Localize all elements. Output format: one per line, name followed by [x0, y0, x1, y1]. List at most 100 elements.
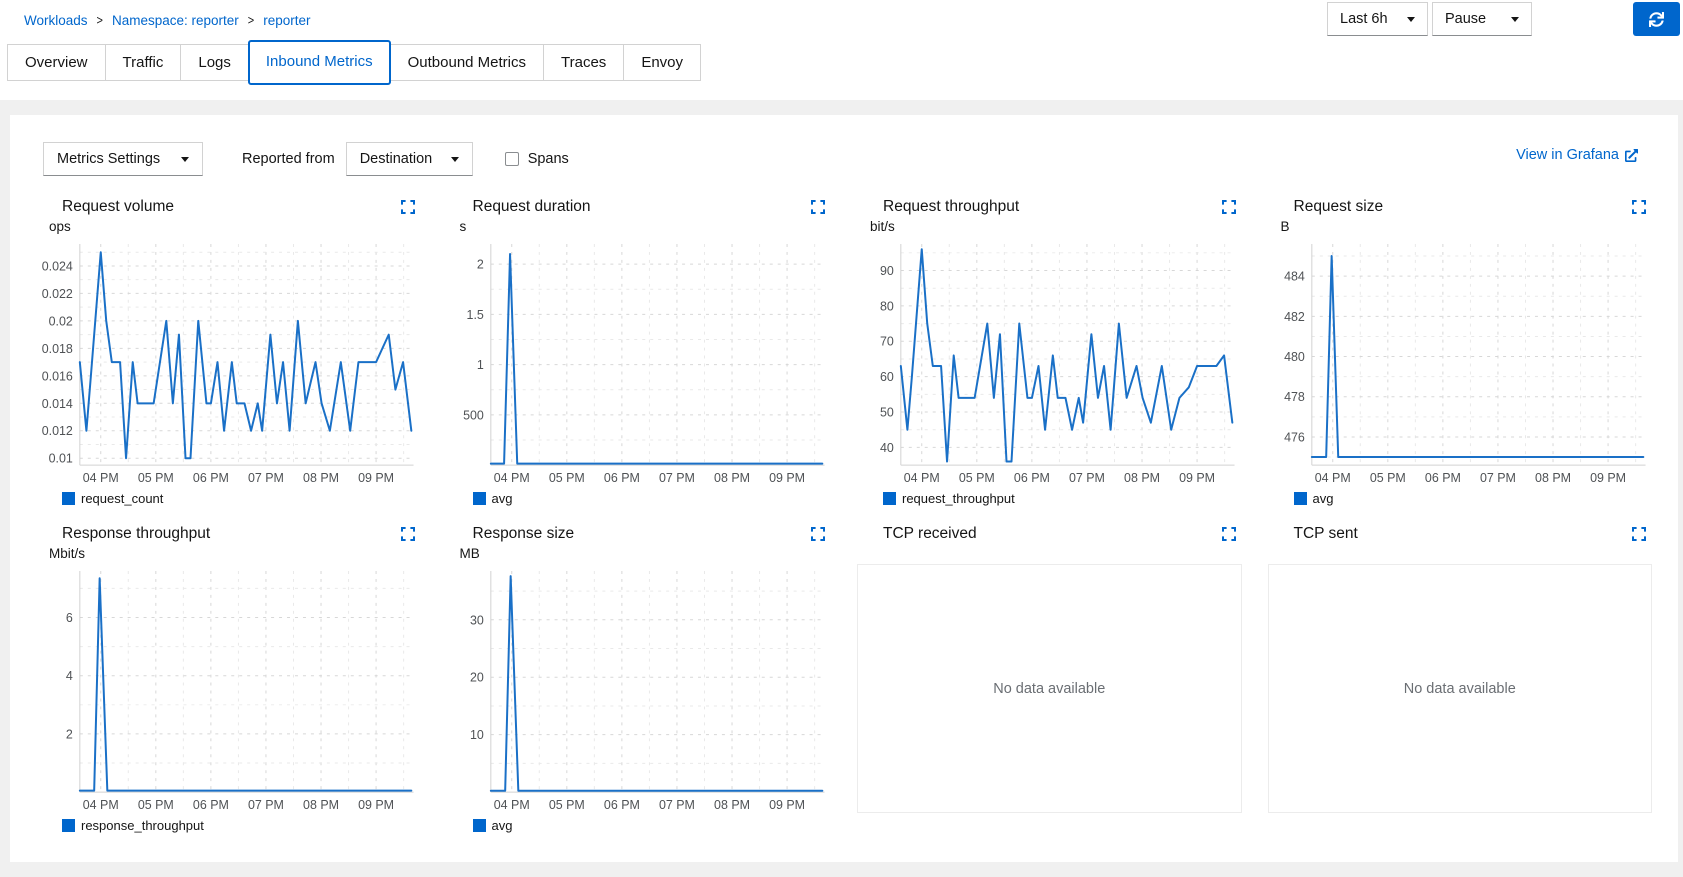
svg-text:09 PM: 09 PM [769, 471, 805, 485]
svg-text:07 PM: 07 PM [1479, 471, 1515, 485]
sync-icon [1649, 11, 1664, 27]
svg-text:04 PM: 04 PM [83, 798, 119, 812]
spans-checkbox[interactable] [504, 152, 519, 166]
svg-text:10: 10 [470, 728, 484, 742]
view-in-grafana-link[interactable]: View in Grafana [1516, 147, 1638, 163]
legend-label: avg [491, 491, 513, 507]
svg-text:4: 4 [66, 669, 73, 683]
metrics-card: Metrics Settings Reported from Destinati… [10, 115, 1678, 862]
svg-text:04 PM: 04 PM [904, 471, 940, 485]
breadcrumb-link-2[interactable]: Namespace: reporter [111, 13, 239, 28]
svg-text:500: 500 [463, 408, 484, 422]
chart-legend: avg [1293, 491, 1653, 507]
legend-label: avg [1312, 491, 1334, 507]
svg-text:07 PM: 07 PM [1069, 471, 1105, 485]
refresh-interval-dropdown[interactable]: Pause [1432, 2, 1532, 36]
expand-button[interactable] [811, 200, 825, 214]
charts-grid: Request volume ops 0.01 0.012 0.014 0.016 0.01… [10, 194, 1678, 833]
svg-text:04 PM: 04 PM [493, 471, 529, 485]
chart-title: Request throughput [883, 198, 1020, 215]
chart-title: Request volume [62, 198, 175, 215]
metrics-settings-label: Metrics Settings [57, 151, 161, 167]
svg-text:07 PM: 07 PM [658, 798, 694, 812]
time-range-value: Last 6h [1340, 11, 1388, 27]
chart-plot: 40 50 60 70 80 90 04 PM 05 PM 06 PM 07 PM 08 PM 09 … [880, 243, 1235, 485]
page-header: Workloads > Namespace: reporter > reporter L… [0, 0, 1683, 100]
chart-title: Request size [1293, 198, 1384, 215]
svg-text:30: 30 [470, 613, 484, 627]
tab-inbound-metrics[interactable]: Inbound Metrics [247, 40, 391, 85]
refresh-button[interactable] [1633, 2, 1680, 36]
content-background: Metrics Settings Reported from Destinati… [0, 100, 1683, 862]
caret-down-icon [181, 156, 189, 162]
tab-traffic[interactable]: Traffic [104, 44, 182, 81]
svg-text:40: 40 [880, 441, 894, 455]
svg-text:0.024: 0.024 [42, 259, 73, 273]
legend-swatch [1293, 492, 1307, 506]
chart-legend: response_throughput [62, 818, 421, 833]
metrics-settings-dropdown[interactable]: Metrics Settings [43, 142, 203, 176]
svg-text:08 PM: 08 PM [1535, 471, 1571, 485]
tab-envoy[interactable]: Envoy [623, 44, 702, 81]
svg-text:482: 482 [1284, 310, 1305, 324]
svg-text:04 PM: 04 PM [83, 471, 119, 485]
svg-text:09 PM: 09 PM [1590, 471, 1626, 485]
breadcrumb-link-3[interactable]: reporter [263, 13, 311, 28]
expand-icon [400, 527, 415, 542]
svg-text:60: 60 [880, 370, 894, 384]
expand-button[interactable] [1221, 200, 1236, 214]
svg-text:06 PM: 06 PM [193, 471, 229, 485]
svg-text:08 PM: 08 PM [303, 471, 339, 485]
view-in-grafana-label: View in Grafana [1516, 147, 1619, 163]
expand-button[interactable] [1221, 527, 1236, 542]
chart-legend: avg [472, 491, 832, 507]
svg-text:0.018: 0.018 [42, 342, 73, 356]
svg-text:478: 478 [1284, 390, 1305, 404]
legend-swatch [883, 492, 896, 506]
expand-button[interactable] [400, 527, 415, 542]
chart-card-tcp-received: TCP received No data available [857, 523, 1242, 833]
caret-down-icon [1511, 16, 1519, 22]
chart-legend: avg [472, 818, 832, 834]
chart-legend: request_throughput [883, 491, 1242, 506]
expand-button[interactable] [1632, 200, 1646, 214]
svg-text:05 PM: 05 PM [138, 798, 174, 812]
tab-logs[interactable]: Logs [180, 44, 249, 81]
reported-from-dropdown[interactable]: Destination [345, 142, 473, 176]
svg-text:1: 1 [476, 358, 483, 372]
svg-text:04 PM: 04 PM [1314, 471, 1350, 485]
expand-button[interactable] [400, 200, 415, 214]
svg-text:06 PM: 06 PM [603, 471, 639, 485]
svg-text:07 PM: 07 PM [248, 798, 284, 812]
reported-from-label: Reported from [242, 151, 335, 167]
svg-text:04 PM: 04 PM [493, 798, 529, 812]
svg-text:07 PM: 07 PM [248, 471, 284, 485]
tab-outbound-metrics[interactable]: Outbound Metrics [389, 44, 545, 81]
svg-text:05 PM: 05 PM [1369, 471, 1405, 485]
chart-plot: 0.01 0.012 0.014 0.016 0.018 0.02 0.022 0.024 04… [42, 243, 414, 485]
tab-traces[interactable]: Traces [543, 44, 625, 81]
expand-button[interactable] [1632, 527, 1646, 542]
expand-button[interactable] [811, 527, 825, 542]
expand-icon [1221, 200, 1236, 214]
svg-text:09 PM: 09 PM [769, 798, 805, 812]
time-range-dropdown[interactable]: Last 6h [1327, 2, 1428, 36]
legend-swatch [62, 819, 75, 833]
legend-label: avg [491, 818, 513, 834]
svg-text:90: 90 [880, 264, 894, 278]
svg-text:0.014: 0.014 [42, 397, 73, 411]
svg-text:09 PM: 09 PM [1179, 471, 1215, 485]
breadcrumb-link-1[interactable]: Workloads [24, 13, 88, 28]
chart-title: TCP sent [1293, 525, 1358, 543]
tab-overview[interactable]: Overview [7, 44, 106, 81]
expand-icon [1632, 200, 1646, 214]
no-data-message: No data available [1267, 564, 1652, 814]
chart-title: TCP received [883, 525, 977, 543]
expand-icon [811, 527, 825, 542]
svg-text:05 PM: 05 PM [548, 471, 584, 485]
top-controls: Last 6h Pause [1327, 2, 1680, 36]
chart-plot: 476 478 480 482 484 04 PM 05 PM 06 PM 07 PM 08 PM… [1284, 243, 1646, 485]
svg-text:0.02: 0.02 [49, 314, 73, 328]
svg-text:06 PM: 06 PM [1014, 471, 1050, 485]
chart-card-response-size: Response size MB 10 20 30 04 PM 05 PM 06 PM 07 P… [447, 523, 832, 833]
